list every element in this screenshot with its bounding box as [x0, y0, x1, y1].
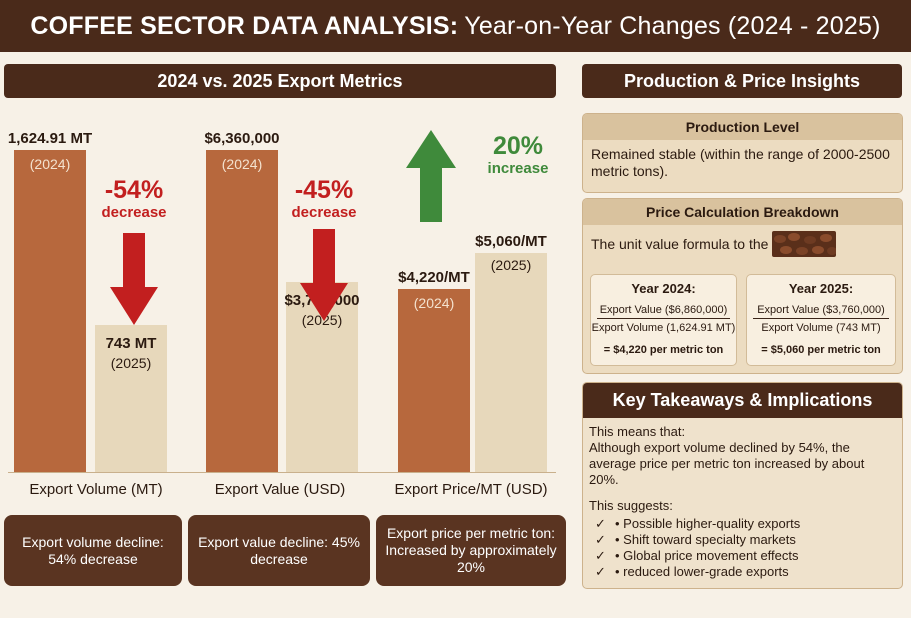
note-value-text: Export value decline: 45% decrease [198, 533, 360, 567]
price-calc-intro: The unit value formula to the [591, 235, 769, 252]
takeaways-suggests-label: This suggests: [589, 498, 673, 513]
bar-year-label: (2024) [29, 156, 71, 172]
category-label-volume: Export Volume (MT) [29, 481, 163, 498]
takeaway-item: ✓ • Possible higher-quality exports [595, 516, 896, 532]
takeaway-item: ✓ • reduced lower-grade exports [595, 564, 896, 580]
category-label-value: Export Value (USD) [214, 481, 346, 498]
takeaways-list: ✓ • Possible higher-quality exports ✓ • Sh… [589, 516, 896, 580]
production-text: Remained stable (within the range of 200… [591, 146, 890, 179]
calc-card-2025: Year 2025: Export Value ($3,760,000) Exp… [746, 274, 896, 366]
takeaways-panel: Key Takeaways & Implications This means … [582, 382, 903, 589]
bar-year-label: (2024) [413, 295, 455, 311]
right-section-title: Production & Price Insights [582, 64, 902, 98]
note-volume-text: Export volume decline: 54% decrease [22, 533, 164, 567]
check-icon: ✓ [595, 548, 606, 563]
change-word: decrease [101, 204, 167, 221]
calc-2025-denominator: Export Volume (743 MT) [761, 322, 881, 334]
bar-2-2025 [475, 253, 547, 472]
bar-value-label: 1,624.91 MT [7, 130, 93, 147]
coffee-beans-icon [772, 231, 837, 257]
up-arrow-icon [406, 130, 456, 222]
production-title: Production Level [583, 114, 902, 140]
bar-0-2024 [14, 150, 86, 472]
bar-1-2024 [206, 150, 278, 472]
down-arrow-icon [300, 229, 348, 321]
calc-2025-numerator: Export Value ($3,760,000) [753, 304, 889, 319]
bar-value-label: $5,060/MT [475, 233, 547, 250]
calc-2025-result: = $5,060 per metric ton [761, 344, 881, 356]
bar-value-label: 743 MT [105, 335, 157, 352]
bar-value-label: $4,220/MT [398, 269, 470, 286]
change-label: 20% increase [470, 132, 566, 178]
note-price-text: Export price per metric ton: Increased b… [385, 525, 557, 575]
calc-2024-title: Year 2024: [631, 281, 696, 296]
takeaway-item: ✓ • Global price movement effects [595, 548, 896, 564]
note-volume: Export volume decline: 54% decrease [4, 515, 182, 586]
down-arrow-icon [110, 233, 158, 325]
left-section-title-text: 2024 vs. 2025 Export Metrics [157, 70, 403, 91]
takeaway-item-text: • Possible higher-quality exports [615, 516, 801, 531]
calc-2024-numerator: Export Value ($6,860,000) [597, 304, 730, 319]
calc-2024-result: = $4,220 per metric ton [603, 344, 724, 356]
takeaway-item-text: • reduced lower-grade exports [615, 564, 789, 579]
left-section-title: 2024 vs. 2025 Export Metrics [4, 64, 556, 98]
page-title: COFFEE SECTOR DATA ANALYSIS: Year-on-Yea… [0, 0, 911, 52]
takeaways-title: Key Takeaways & Implications [583, 383, 902, 418]
check-icon: ✓ [595, 516, 606, 531]
right-section-title-text: Production & Price Insights [623, 70, 861, 91]
chart-baseline [8, 472, 556, 473]
takeaway-item-text: • Shift toward specialty markets [615, 532, 796, 547]
calc-2025-title: Year 2025: [788, 281, 854, 296]
category-label-price: Export Price/MT (USD) [394, 481, 548, 498]
calc-2024-denominator: Export Volume (1,624.91 MT) [591, 322, 736, 334]
change-label: -54% decrease [84, 176, 184, 222]
change-percent: 20% [492, 132, 544, 160]
bar-year-label: (2025) [301, 312, 343, 328]
takeaway-item-text: • Global price movement effects [615, 548, 799, 563]
bar-year-label: (2025) [110, 355, 152, 371]
price-calc-title: Price Calculation Breakdown [583, 199, 902, 225]
check-icon: ✓ [595, 532, 606, 547]
bar-0-2025 [95, 325, 167, 472]
title-bold: COFFEE SECTOR DATA ANALYSIS: [30, 11, 459, 40]
takeaways-body: This means that: Although export volume … [583, 418, 902, 586]
takeaways-means-label: This means that: [589, 424, 686, 439]
change-word: increase [487, 160, 549, 177]
note-value: Export value decline: 45% decrease [188, 515, 370, 586]
bar-year-label: (2024) [221, 156, 263, 172]
production-panel: Production Level Remained stable (within… [582, 113, 903, 193]
takeaways-means-text: Although export volume declined by 54%, … [589, 440, 865, 487]
price-calc-intro-row: The unit value formula to the [583, 225, 902, 263]
note-price: Export price per metric ton: Increased b… [376, 515, 566, 586]
calc-card-2024: Year 2024: Export Value ($6,860,000) Exp… [590, 274, 737, 366]
takeaway-item: ✓ • Shift toward specialty markets [595, 532, 896, 548]
change-percent: -54% [104, 176, 164, 204]
title-rest: Year-on-Year Changes (2024 - 2025) [464, 11, 881, 40]
bar-value-label: $6,360,000 [204, 130, 280, 147]
change-percent: -45% [294, 176, 354, 204]
change-word: decrease [291, 204, 357, 221]
check-icon: ✓ [595, 564, 606, 579]
bar-2-2024 [398, 289, 470, 472]
change-label: -45% decrease [274, 176, 374, 222]
bar-year-label: (2025) [490, 257, 532, 273]
